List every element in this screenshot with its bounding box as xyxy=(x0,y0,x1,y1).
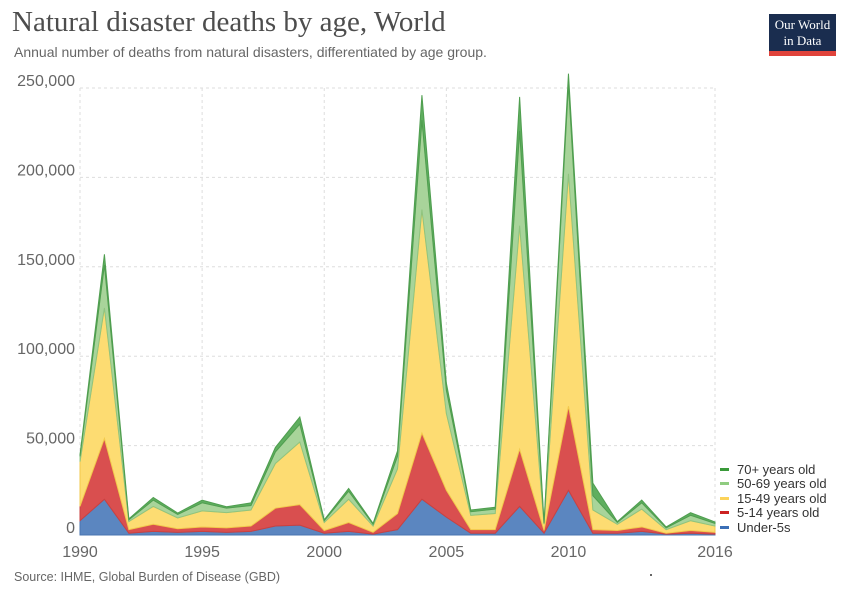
y-tick-label: 0 xyxy=(66,520,75,537)
legend-label-under5: Under-5s xyxy=(737,519,791,535)
x-tick-label: 2000 xyxy=(306,544,342,561)
axis-labels: 0 50,000 100,000 150,000 200,000 250,000 1990 1… xyxy=(17,73,733,561)
x-tick-label: 2010 xyxy=(551,544,587,561)
legend-item-15-49[interactable]: 15-49 years old xyxy=(720,490,827,506)
legend-label-70plus: 70+ years old xyxy=(737,461,816,477)
legend-label-50-69: 50-69 years old xyxy=(737,476,827,491)
logo-line1: Our World xyxy=(774,17,831,32)
decorative-dot xyxy=(650,574,652,576)
area-15-49-years-old xyxy=(79,173,716,534)
y-tick-label: 50,000 xyxy=(26,431,75,448)
legend-swatch-50-69 xyxy=(720,482,729,485)
logo-line2: in Data xyxy=(783,33,822,48)
y-tick-label: 250,000 xyxy=(17,73,75,90)
legend-swatch-70plus xyxy=(720,467,729,471)
x-tick-label: 2005 xyxy=(429,544,465,561)
x-tick-label: 1990 xyxy=(62,544,98,561)
legend-item-5-14[interactable]: 5-14 years old xyxy=(720,505,827,520)
legend: 70+ years old 50-69 years old 15-49 year… xyxy=(720,462,827,535)
legend-swatch-15-49 xyxy=(720,496,729,500)
x-tick-label: 2016 xyxy=(697,544,733,561)
source-note: Source: IHME, Global Burden of Disease (… xyxy=(14,570,281,584)
owid-logo[interactable]: Our World in Data xyxy=(769,14,836,56)
legend-item-under5[interactable]: Under-5s xyxy=(720,519,827,535)
area-70-years-old xyxy=(79,73,716,529)
legend-swatch-under5 xyxy=(720,525,729,529)
y-tick-label: 200,000 xyxy=(17,162,75,179)
y-tick-label: 100,000 xyxy=(17,341,75,358)
chart-subtitle: Annual number of deaths from natural dis… xyxy=(14,44,487,60)
x-tick-label: 1995 xyxy=(184,544,220,561)
chart-title: Natural disaster deaths by age, World xyxy=(12,6,446,38)
legend-label-5-14: 5-14 years old xyxy=(737,505,820,520)
legend-label-15-49: 15-49 years old xyxy=(737,490,827,506)
logo-bar xyxy=(769,51,836,56)
legend-swatch-5-14 xyxy=(720,511,729,514)
area-series xyxy=(79,73,716,536)
y-tick-label: 150,000 xyxy=(17,252,75,269)
area-50-69-years-old xyxy=(79,84,716,531)
legend-item-50-69[interactable]: 50-69 years old xyxy=(720,476,827,491)
legend-item-70plus[interactable]: 70+ years old xyxy=(720,461,827,477)
